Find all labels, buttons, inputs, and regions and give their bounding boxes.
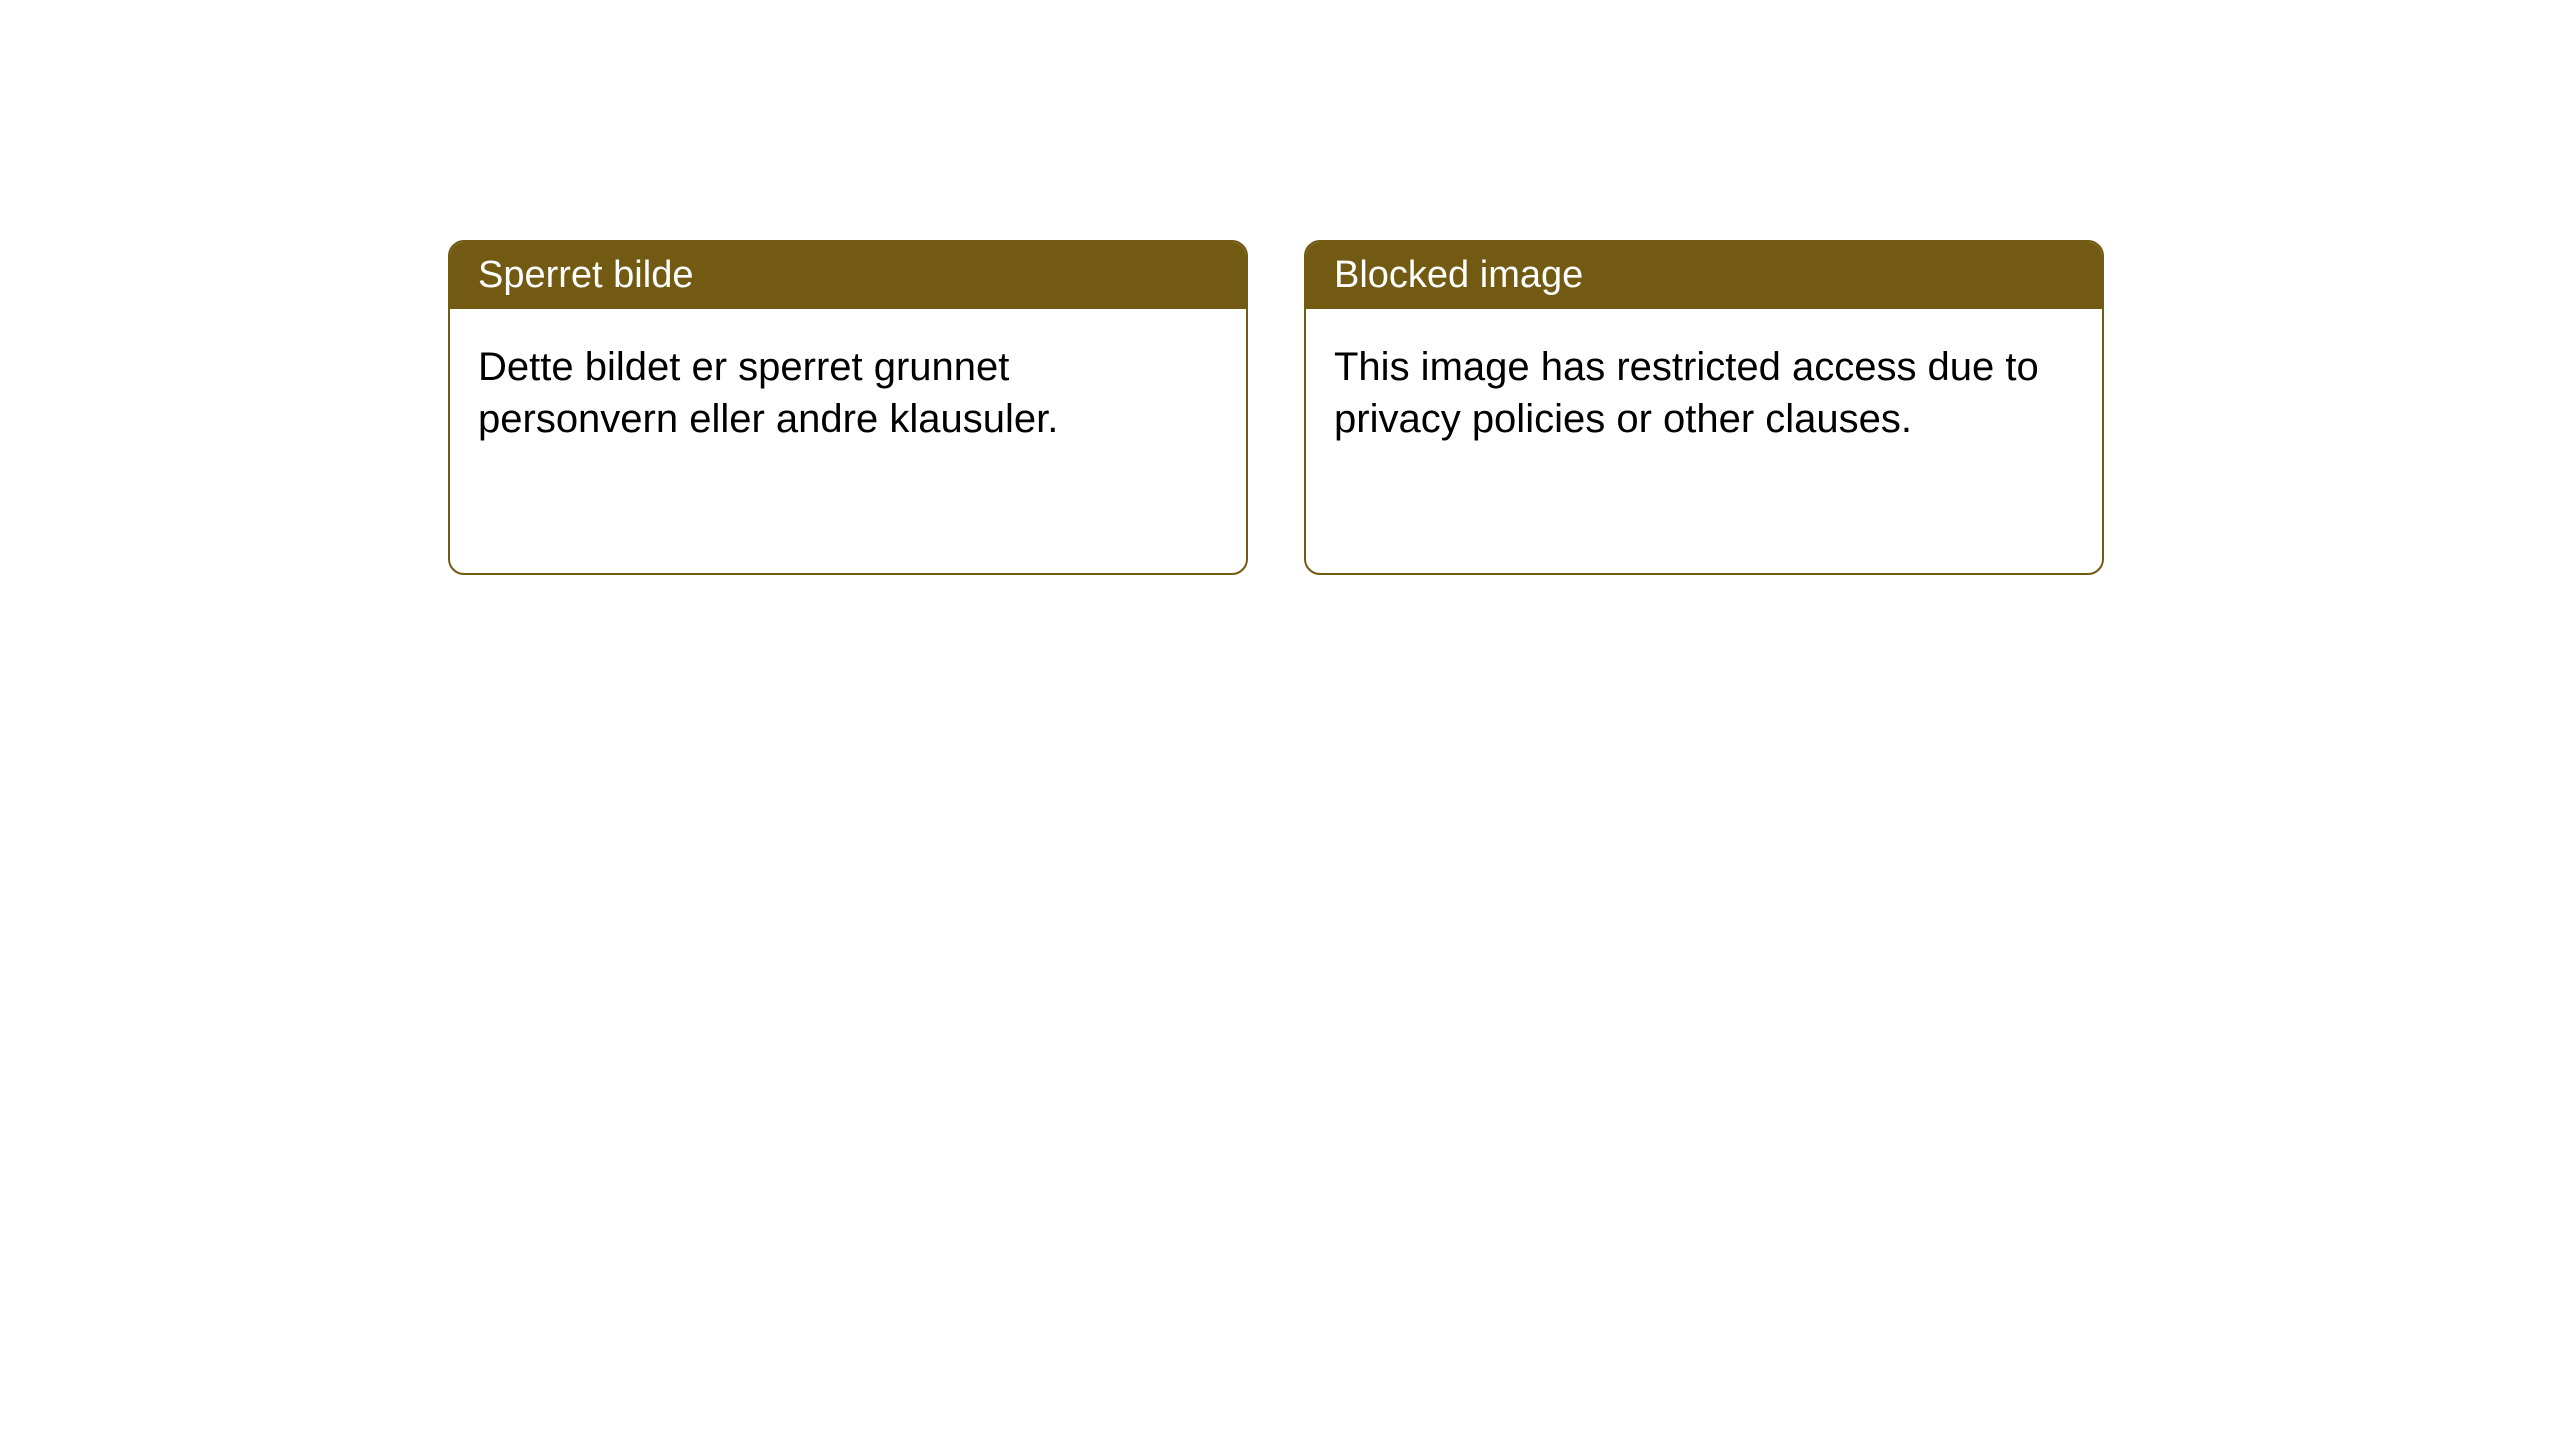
notice-container: Sperret bilde Dette bildet er sperret gr… — [448, 240, 2104, 575]
notice-header: Blocked image — [1306, 242, 2102, 309]
notice-box-english: Blocked image This image has restricted … — [1304, 240, 2104, 575]
notice-header: Sperret bilde — [450, 242, 1246, 309]
notice-box-norwegian: Sperret bilde Dette bildet er sperret gr… — [448, 240, 1248, 575]
notice-body: This image has restricted access due to … — [1306, 309, 2102, 477]
notice-body: Dette bildet er sperret grunnet personve… — [450, 309, 1246, 477]
